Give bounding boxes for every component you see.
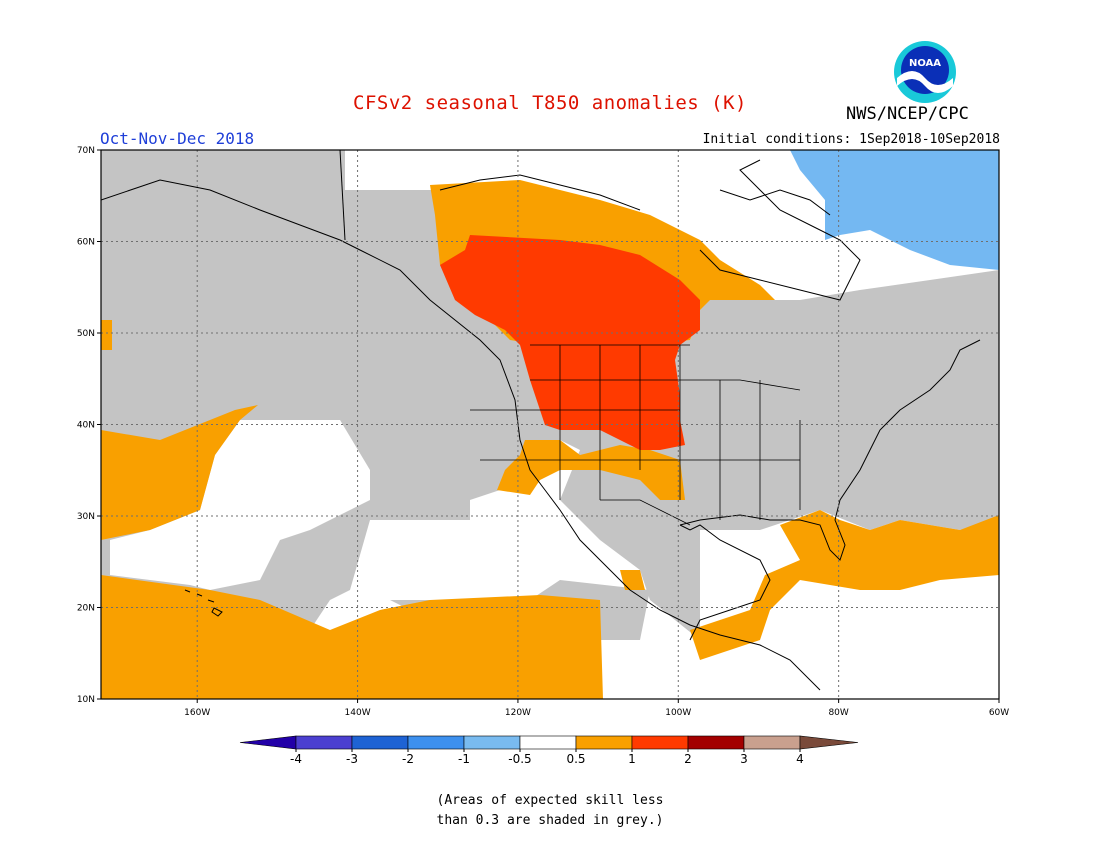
footnote-line-2: than 0.3 are shaded in grey.) [436,813,664,828]
lat-tick-label: 20N [77,604,95,614]
lon-tick-label: 140W [345,708,371,718]
lat-tick-label: 40N [77,421,95,431]
colorbar-label: 1 [628,752,636,766]
colorbar-label: 4 [796,752,804,766]
lat-tick-label: 50N [77,329,95,339]
colorbar-label: 2 [684,752,692,766]
colorbar-label: -2 [402,752,414,766]
season-label: Oct-Nov-Dec 2018 [100,129,255,148]
lon-tick-label: 60W [989,708,1009,718]
graticule [101,150,999,699]
lon-tick-label: 100W [665,708,691,718]
lat-tick-label: 30N [77,512,95,522]
colorbar-label: -4 [290,752,302,766]
lat-tick-label: 70N [77,146,95,156]
initial-conditions-label: Initial conditions: 1Sep2018-10Sep2018 [702,132,1000,147]
map-title: CFSv2 seasonal T850 anomalies (K) [353,92,747,114]
agency-label: NWS/NCEP/CPC [846,104,969,124]
colorbar-segment [743,735,801,750]
lat-tick-label: 10N [77,695,95,705]
footnote: (Areas of expected skill less than 0.3 a… [0,791,1100,831]
colorbar-label: 3 [740,752,748,766]
lat-tick-label: 60N [77,238,95,248]
footnote-line-1: (Areas of expected skill less [436,793,664,808]
colorbar-segment [575,735,633,750]
lon-tick-label: 80W [828,708,848,718]
colorbar-segment [687,735,745,750]
colorbar-arrow-high [799,735,859,750]
logo-text: NOAA [909,58,941,69]
lon-tick-label: 160W [184,708,210,718]
lon-tick-label: 120W [505,708,531,718]
neutral-pacific-area [110,420,370,590]
colorbar-segment [519,735,577,750]
colorbar-label: -0.5 [508,752,531,766]
colorbar-segment [631,735,689,750]
coastlines [101,150,981,691]
political-boundaries [470,344,801,526]
colorbar-label: 0.5 [566,752,585,766]
colorbar-label: -3 [346,752,358,766]
colorbar: -4 -3 -2 -1 -0.5 0.5 1 2 3 4 [239,735,859,766]
anomaly-minus-0p5-to-minus-1 [790,150,999,270]
noaa-logo: NOAA [893,40,957,104]
colorbar-segment [295,735,353,750]
colorbar-segment [463,735,521,750]
hawaii-islands [184,589,223,617]
colorbar-segment [351,735,409,750]
colorbar-label: -1 [458,752,470,766]
colorbar-segment [407,735,465,750]
anomaly-1-to-2 [440,235,700,450]
colorbar-arrow-low [239,735,297,750]
